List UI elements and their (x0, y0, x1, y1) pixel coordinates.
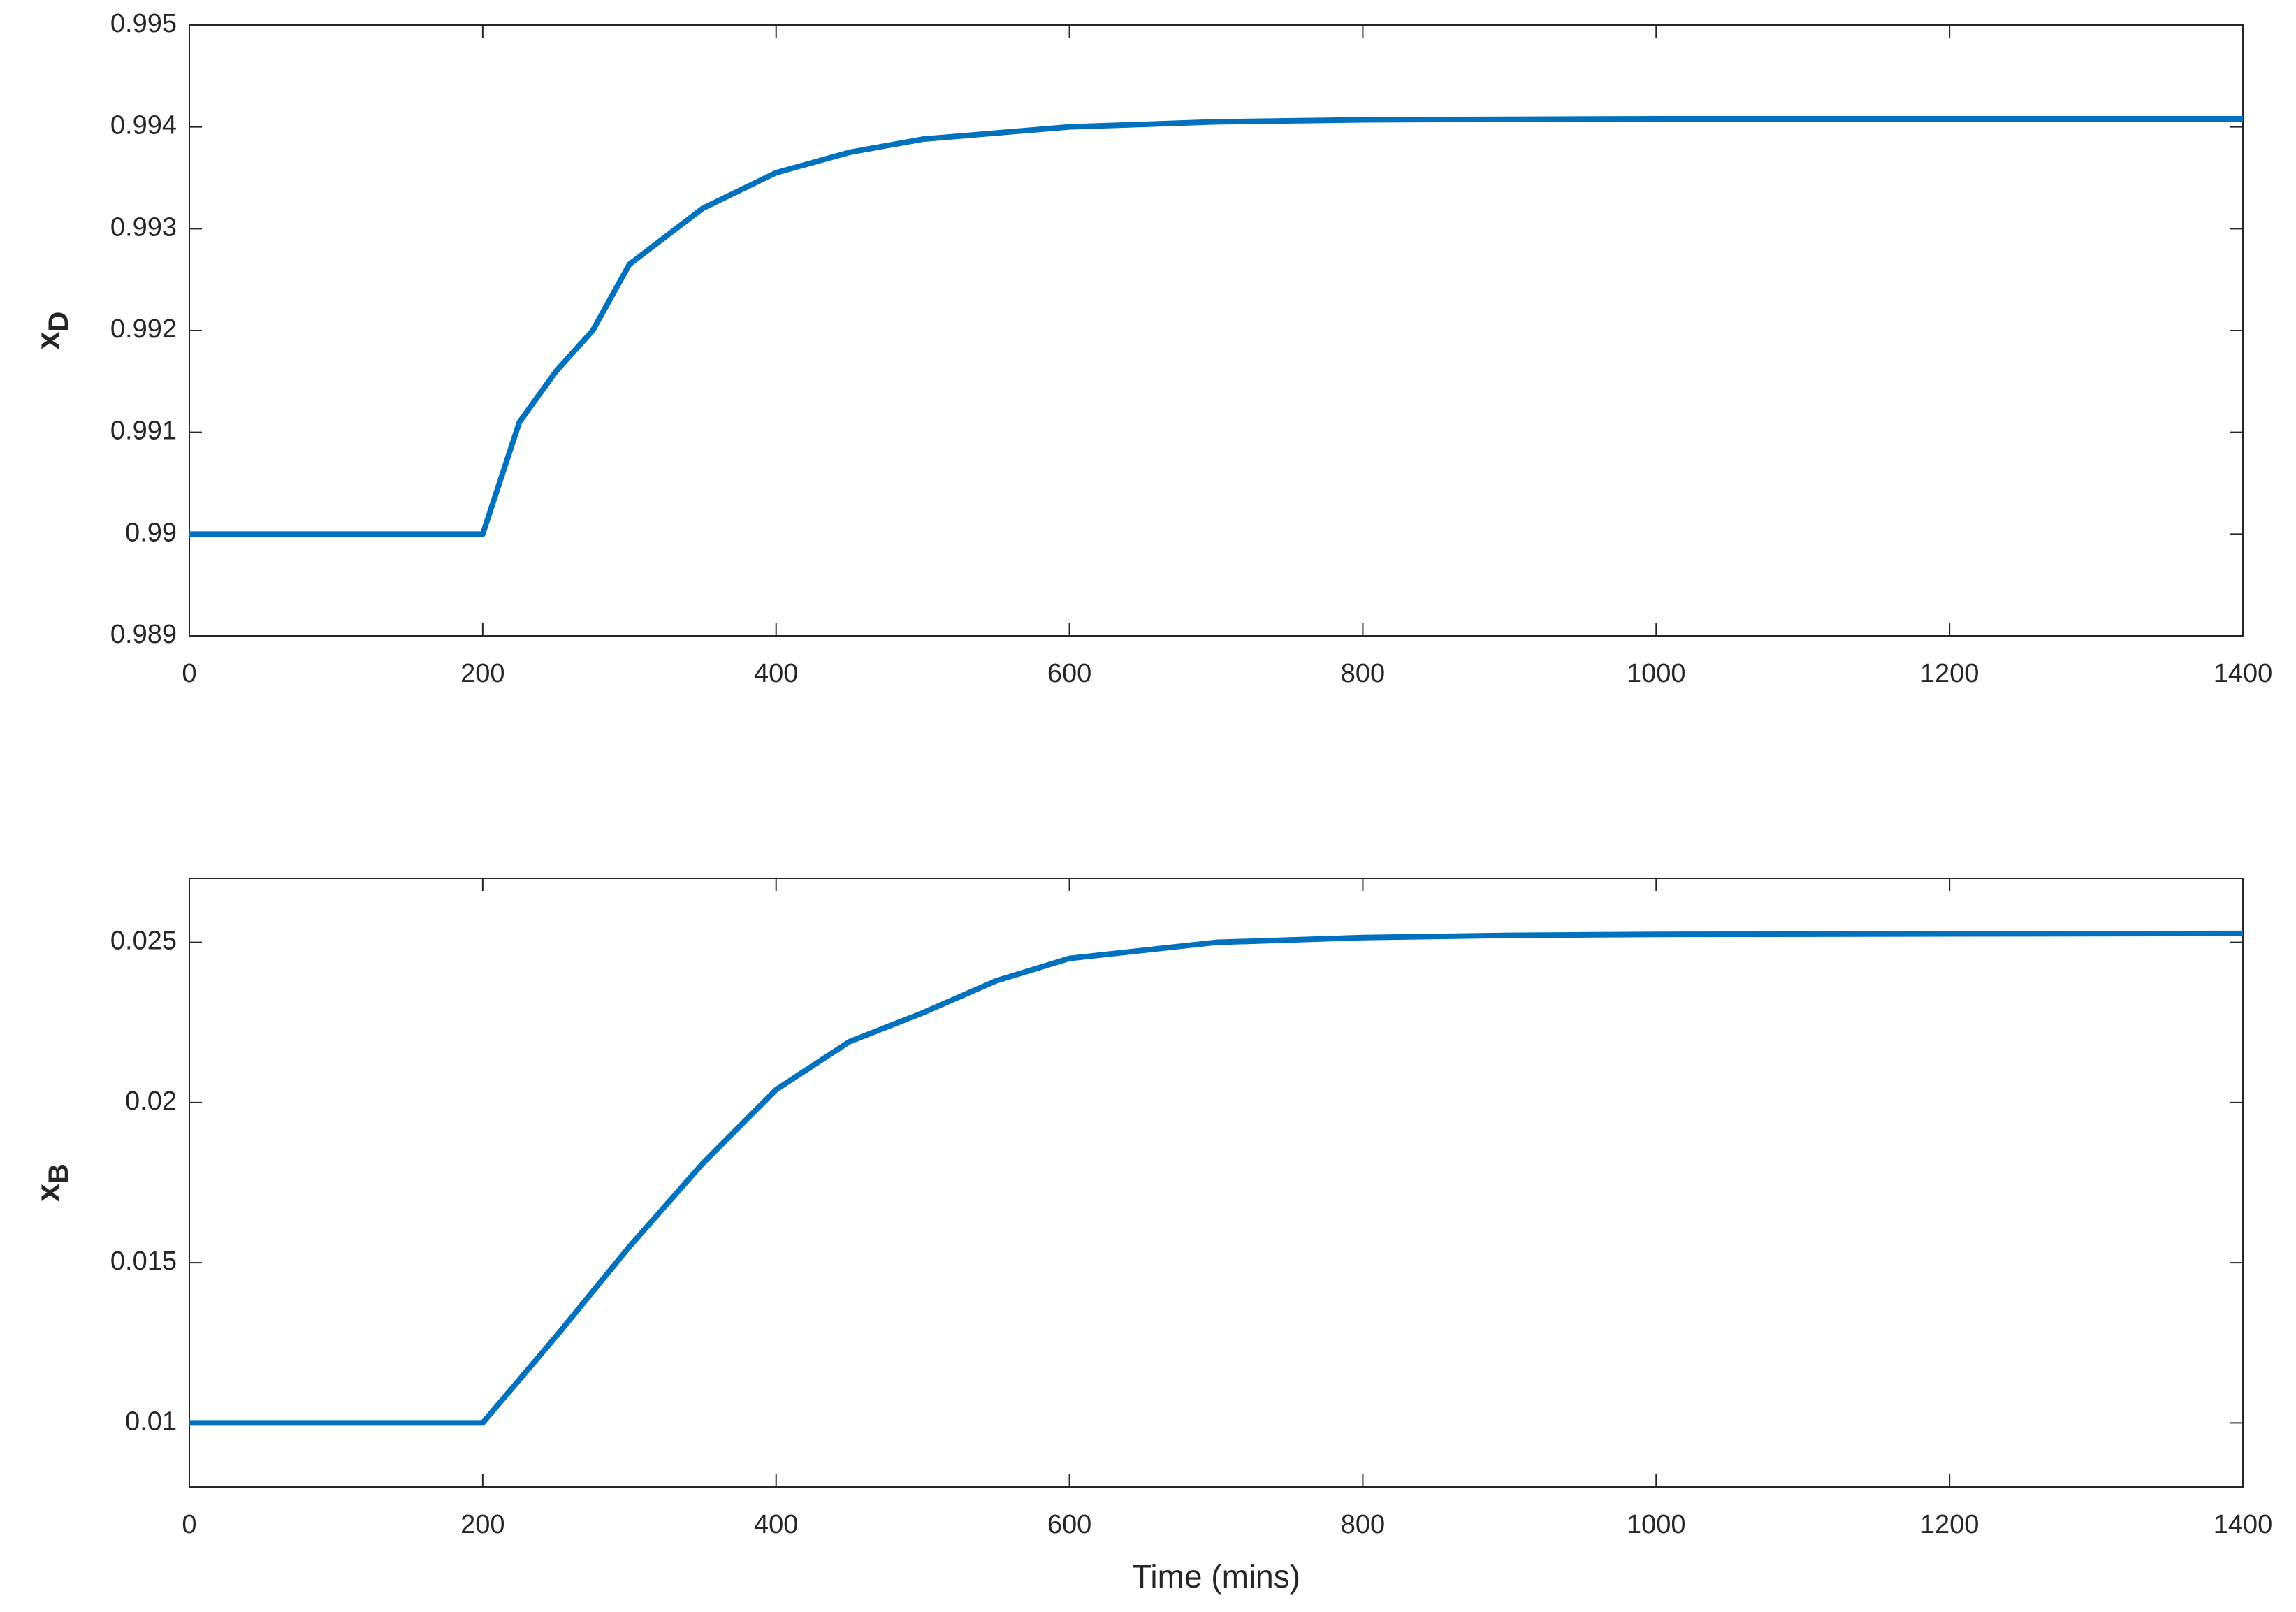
y-tick-label: 0.015 (110, 1247, 177, 1276)
x-tick-label: 1000 (1627, 659, 1686, 688)
y-axis-label-base: x (29, 1184, 66, 1202)
x-tick-label: 800 (1341, 659, 1385, 688)
y-axis-label-sub: B (43, 1163, 74, 1184)
x-tick-label: 200 (460, 659, 504, 688)
x-tick-label: 400 (754, 1510, 798, 1539)
x-tick-label: 1000 (1627, 1510, 1686, 1539)
x-tick-label: 800 (1341, 1510, 1385, 1539)
y-axis-label-sub: D (43, 312, 74, 332)
x-tick-label: 1400 (2214, 1510, 2273, 1539)
x-tick-label: 400 (754, 659, 798, 688)
y-axis-label: xB (29, 1163, 73, 1201)
y-tick-label: 0.991 (110, 416, 177, 446)
y-axis-label: xD (29, 312, 73, 349)
x-tick-label: 0 (182, 659, 196, 688)
y-tick-label: 0.993 (110, 212, 177, 242)
y-tick-label: 0.99 (125, 518, 177, 547)
x-tick-label: 200 (460, 1510, 504, 1539)
y-tick-label: 0.01 (125, 1407, 177, 1436)
x-tick-label: 1200 (1920, 659, 1979, 688)
x-tick-label: 0 (182, 1510, 196, 1539)
line (189, 116, 2243, 537)
x-axis-label: Time (mins) (1132, 1558, 1300, 1595)
y-tick-label: 0.025 (110, 927, 177, 956)
y-tick-label: 0.995 (110, 9, 177, 38)
y-tick-label: 0.994 (110, 111, 177, 140)
x-tick-label: 1200 (1920, 1510, 1979, 1539)
x-tick-label: 600 (1047, 659, 1091, 688)
line (189, 930, 2244, 1426)
x-tick-label: 1400 (2214, 659, 2273, 688)
y-tick-label: 0.992 (110, 314, 177, 344)
y-axis-label-base: x (29, 331, 66, 349)
axes-box (189, 878, 2244, 1488)
y-tick-label: 0.989 (110, 620, 177, 649)
y-tick-label: 0.02 (125, 1087, 177, 1116)
x-tick-label: 600 (1047, 1510, 1091, 1539)
